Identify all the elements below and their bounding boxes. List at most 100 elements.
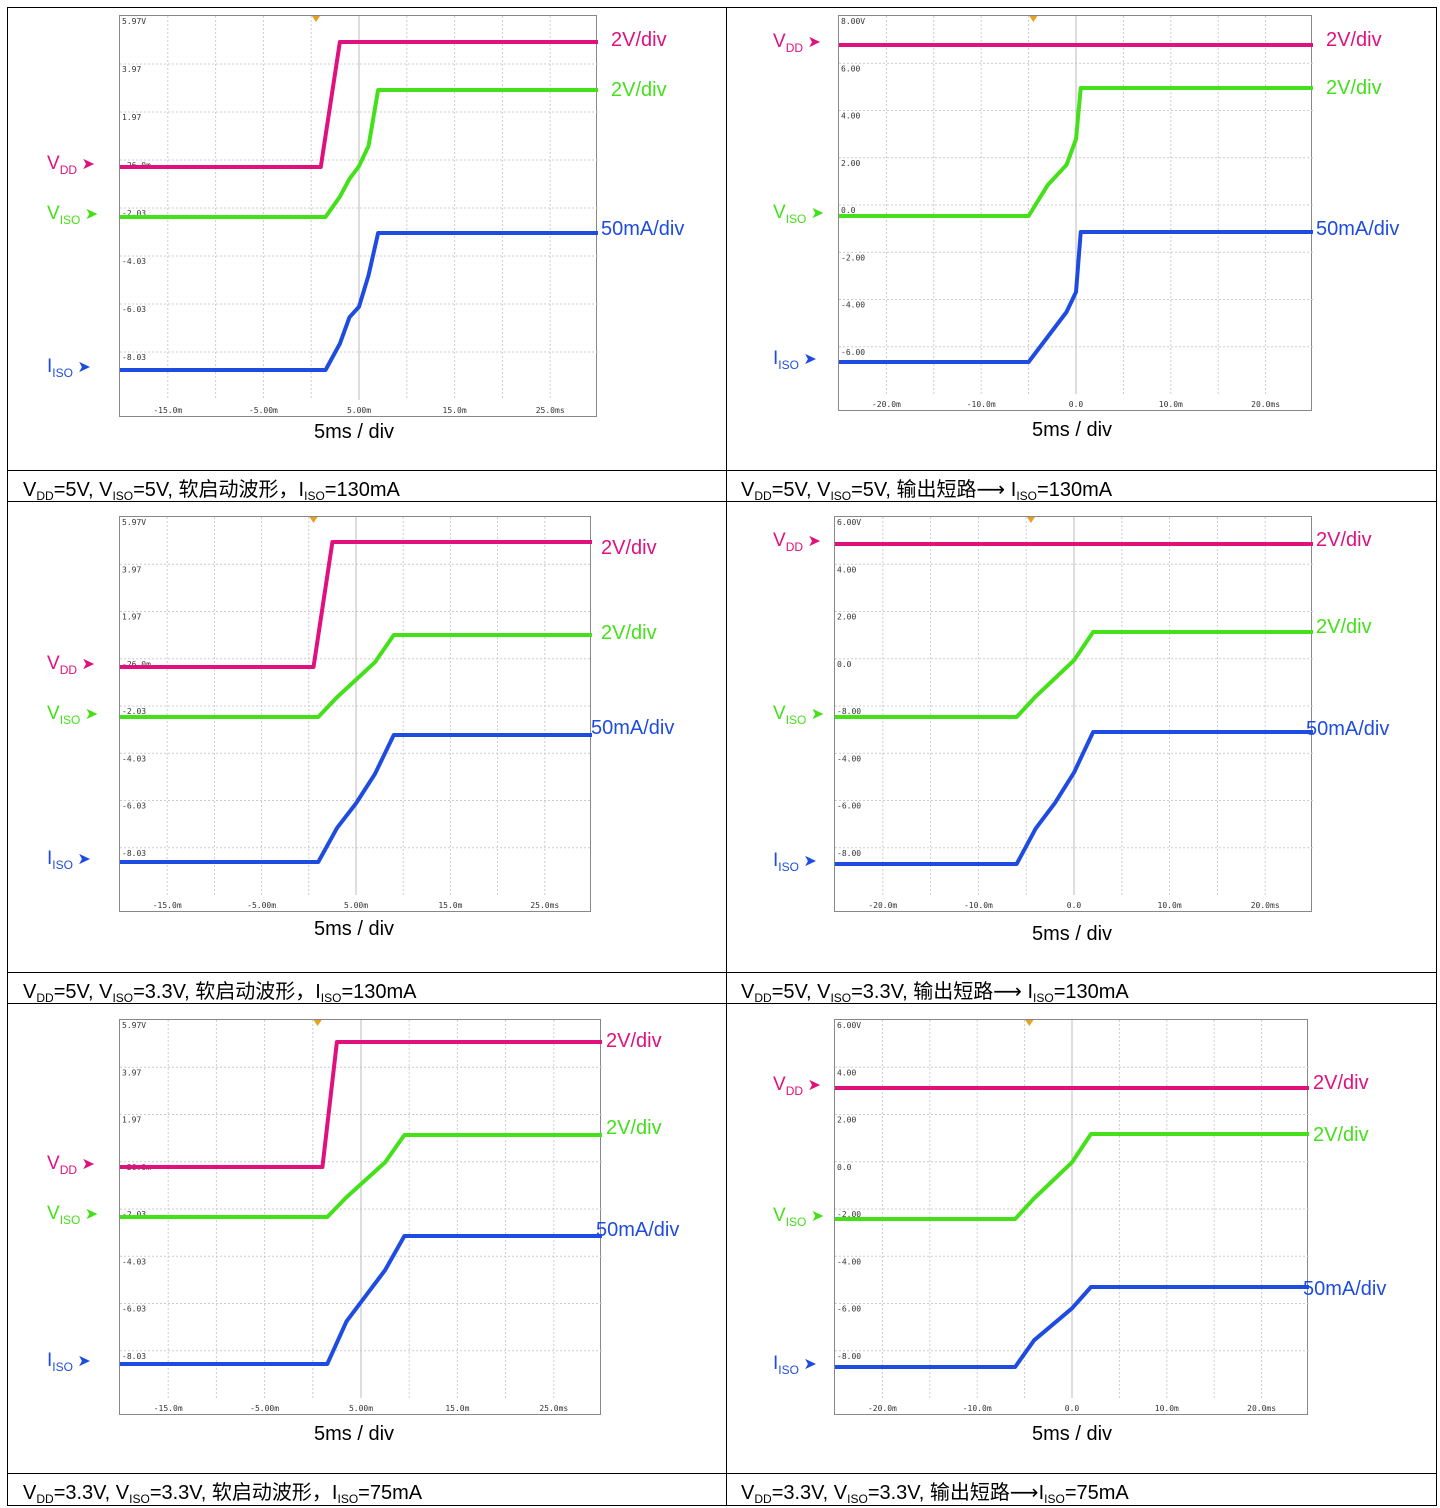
scale-label-iso: 50mA/div: [591, 717, 675, 739]
y-tick-label: -2.00: [841, 253, 865, 262]
trace-vdd: [120, 40, 598, 169]
caption-subscript: ISO: [830, 489, 852, 503]
caption-subscript: DD: [36, 1492, 54, 1506]
caption-text: V: [741, 479, 755, 501]
x-tick-label: -20.0m: [868, 901, 897, 910]
caption-subscript: ISO: [1033, 991, 1054, 1005]
channel-label-main: V: [47, 153, 60, 174]
x-tick-label: -5.00m: [247, 901, 276, 910]
scale-label-vdd: 2V/div: [1316, 529, 1372, 551]
channel-label-main: I: [47, 356, 53, 377]
caption-text: I: [331, 1482, 338, 1504]
caption-text: =75mA: [358, 1482, 423, 1504]
y-tick-label: 0.0: [837, 1163, 852, 1172]
channel-label-sub: ISO: [785, 713, 807, 727]
channel-label-vdd: VDD ➤: [47, 154, 95, 176]
time-per-div: 5ms / div: [314, 421, 395, 443]
time-per-div: 5ms / div: [314, 1423, 395, 1445]
y-tick-label: 3.97: [122, 65, 141, 74]
plot-svg: 5.97V3.971.97-26.0m-2.03-4.03-6.03-8.03-…: [120, 1020, 602, 1413]
scale-label-vdd: 2V/div: [606, 1030, 662, 1052]
panel-caption: VDD=5V, VISO=3.3V, 软启动波形，IISO=130mA: [9, 981, 417, 1004]
caption-divider: [8, 1473, 1436, 1474]
caption-cjk: 输出短路: [913, 979, 994, 1003]
y-tick-label: -6.00: [841, 348, 865, 357]
caption-text: =3.3V, V: [771, 1482, 848, 1504]
figure-table: 5.97V 3.97 1.97 -26.0m -2.03 -4.03 -6.03 -8.03 -…: [7, 7, 1437, 1506]
x-tick-label: -15.0m: [154, 1404, 183, 1413]
channel-label-viso: VISO ➤: [47, 704, 98, 726]
caption-cjk: 软启动波形，: [211, 1480, 332, 1504]
y-tick-label: 5.97V: [122, 518, 146, 527]
trace-viso: [839, 86, 1313, 218]
arrow-right-icon: ➤: [806, 1208, 825, 1225]
arrow-icon: ⟶: [976, 477, 1006, 501]
caption-subscript: ISO: [1044, 1492, 1065, 1506]
trace-iso: [835, 730, 1313, 866]
y-tick-label: -6.00: [837, 802, 861, 811]
caption-cjk: 输出短路: [929, 1480, 1010, 1504]
caption-text: I: [315, 981, 321, 1003]
x-tick-label: 5.00m: [347, 406, 371, 415]
y-tick-label: -2.03: [122, 209, 146, 218]
channel-label-sub: DD: [59, 163, 78, 177]
y-tick-label: -8.00: [837, 1352, 861, 1361]
arrow-right-icon: ➤: [803, 1077, 821, 1094]
y-tick-label: -8.03: [122, 353, 146, 362]
x-tick-label: -5.00m: [249, 406, 278, 415]
trace-viso: [120, 88, 598, 219]
channel-label-main: V: [47, 1203, 60, 1224]
y-tick-label: -8.00: [837, 707, 861, 716]
caption-subscript: ISO: [830, 991, 852, 1005]
channel-label-main: I: [47, 1350, 53, 1371]
caption-subscript: ISO: [112, 489, 134, 503]
trigger-marker: [1025, 1020, 1034, 1026]
channel-label-sub: ISO: [778, 1363, 799, 1377]
oscilloscope-plot: 5.97V 3.97 1.97 -26.0m -2.03 -4.03 -6.03 -8.03-…: [119, 1019, 602, 1415]
panel-caption: VDD=3.3V, VISO=3.3V, 软启动波形，IISO=75mA: [9, 1482, 422, 1505]
caption-text: I: [1005, 479, 1017, 501]
trace-vdd: [120, 540, 592, 669]
channel-label-iso: IISO ➤: [47, 1351, 91, 1373]
y-tick-label: -2.00: [837, 1210, 861, 1219]
trace-vdd: [120, 1040, 602, 1169]
scale-label-iso: 50mA/div: [1316, 218, 1400, 240]
scale-label-viso: 2V/div: [1326, 77, 1382, 99]
y-tick-label: -4.03: [122, 257, 146, 266]
x-tick-label: 15.0m: [438, 901, 462, 910]
arrow-right-icon: ➤: [806, 205, 825, 222]
scale-label-iso: 50mA/div: [1303, 1278, 1387, 1300]
caption-text: =3.3V, V: [53, 1482, 130, 1504]
channel-label-sub: ISO: [52, 858, 73, 872]
scale-label-iso: 50mA/div: [596, 1219, 680, 1241]
oscilloscope-plot: 8.00V 6.00 4.00 2.00 0.0 -2.00 -4.00 -6.00 -20.0…: [838, 15, 1313, 411]
y-tick-label: 5.97V: [122, 17, 146, 26]
oscilloscope-plot: 5.97V 3.97 1.97 -26.0m -2.03 -4.03 -6.03 -8.03-…: [119, 15, 598, 417]
panel-caption: VDD=5V, VISO=5V, 软启动波形，IISO=130mA: [9, 479, 400, 502]
scale-label-viso: 2V/div: [1316, 616, 1372, 638]
channel-label-sub: ISO: [785, 212, 807, 226]
arrow-right-icon: ➤: [77, 1156, 95, 1173]
channel-label-iso: IISO ➤: [773, 349, 817, 371]
channel-label-main: V: [773, 1205, 786, 1226]
x-tick-label: 5.00m: [344, 901, 368, 910]
channel-label-viso: VISO ➤: [773, 1206, 824, 1228]
trigger-marker: [309, 517, 318, 523]
x-tick-label: -15.0m: [153, 406, 182, 415]
arrow-right-icon: ➤: [72, 851, 91, 868]
caption-text: I: [298, 479, 305, 501]
caption-divider: [8, 972, 1436, 973]
channel-label-main: V: [773, 202, 786, 223]
caption-text: =5V, V: [771, 981, 831, 1003]
channel-label-sub: ISO: [52, 366, 73, 380]
caption-subscript: ISO: [129, 1492, 150, 1506]
channel-label-iso: IISO ➤: [47, 357, 91, 379]
caption-subscript: DD: [754, 489, 772, 503]
y-tick-label: 2.00: [837, 1116, 856, 1125]
channel-label-main: V: [773, 31, 786, 52]
arrow-right-icon: ➤: [80, 1206, 99, 1223]
channel-label-sub: DD: [785, 540, 804, 554]
channel-label-main: I: [773, 850, 779, 871]
y-tick-label: 1.97: [122, 613, 141, 622]
x-tick-label: 0.0: [1065, 1404, 1080, 1413]
